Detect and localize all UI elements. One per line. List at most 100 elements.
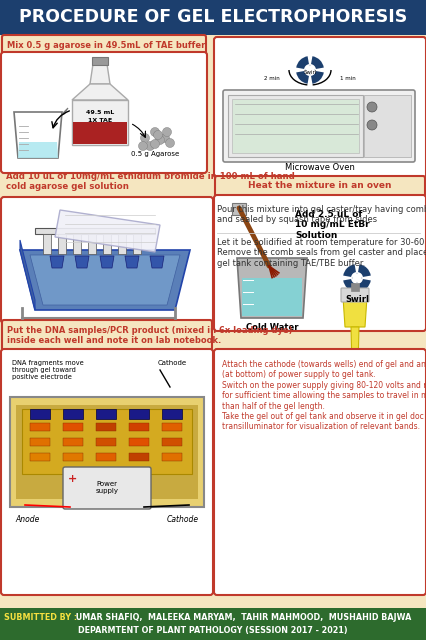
Wedge shape (303, 70, 309, 76)
Text: Microwave Oven: Microwave Oven (285, 163, 354, 172)
Circle shape (150, 127, 159, 136)
FancyBboxPatch shape (222, 90, 414, 162)
Circle shape (140, 134, 149, 143)
Polygon shape (150, 256, 164, 268)
Text: UMAR SHAFIQ,  MALEEKA MARYAM,  TAHIR MAHMOOD,  MUSHAHID BAJWA: UMAR SHAFIQ, MALEEKA MARYAM, TAHIR MAHMO… (73, 612, 410, 621)
Circle shape (366, 120, 376, 130)
Polygon shape (75, 256, 89, 268)
FancyBboxPatch shape (129, 409, 149, 419)
FancyBboxPatch shape (88, 234, 96, 254)
Polygon shape (125, 256, 139, 268)
Wedge shape (296, 70, 309, 84)
FancyBboxPatch shape (129, 423, 149, 431)
FancyBboxPatch shape (213, 195, 425, 331)
Text: Power
supply: Power supply (95, 481, 118, 495)
Wedge shape (309, 70, 323, 84)
Polygon shape (55, 210, 160, 252)
FancyBboxPatch shape (0, 0, 426, 35)
Text: Heat the mixture in an oven: Heat the mixture in an oven (248, 182, 391, 191)
FancyBboxPatch shape (129, 453, 149, 461)
Polygon shape (242, 278, 301, 316)
FancyBboxPatch shape (73, 234, 81, 254)
Text: DEPARMTENT OF PLANT PATHOLOGY (SESSION 2017 - 2021): DEPARMTENT OF PLANT PATHOLOGY (SESSION 2… (78, 625, 347, 634)
Text: 2 min: 2 min (264, 76, 279, 81)
FancyBboxPatch shape (350, 283, 358, 291)
Text: PROCEDURE OF GEL ELECTROPHORESIS: PROCEDURE OF GEL ELECTROPHORESIS (19, 8, 406, 26)
Circle shape (153, 131, 162, 140)
FancyBboxPatch shape (30, 409, 50, 419)
Text: Swirl: Swirl (344, 296, 368, 305)
FancyBboxPatch shape (22, 409, 192, 474)
Text: 0.5 g Agarose: 0.5 g Agarose (130, 151, 178, 157)
Wedge shape (343, 278, 356, 292)
Circle shape (352, 274, 360, 282)
FancyBboxPatch shape (161, 409, 181, 419)
Circle shape (305, 66, 313, 74)
Text: Mix 0.5 g agarose in 49.5mL of TAE buffer: Mix 0.5 g agarose in 49.5mL of TAE buffe… (7, 40, 205, 49)
FancyBboxPatch shape (103, 234, 111, 254)
Wedge shape (356, 278, 362, 284)
FancyBboxPatch shape (215, 176, 424, 196)
Circle shape (145, 141, 154, 150)
FancyBboxPatch shape (1, 349, 213, 595)
Text: DNA fragments move
through gel toward
positive electrode: DNA fragments move through gel toward po… (12, 360, 83, 380)
FancyBboxPatch shape (63, 423, 83, 431)
FancyBboxPatch shape (63, 453, 83, 461)
FancyBboxPatch shape (2, 35, 205, 55)
FancyBboxPatch shape (227, 95, 362, 157)
FancyBboxPatch shape (96, 409, 116, 419)
FancyBboxPatch shape (1, 52, 207, 173)
FancyBboxPatch shape (1, 197, 213, 323)
Polygon shape (30, 255, 180, 305)
Wedge shape (350, 278, 356, 284)
FancyBboxPatch shape (92, 57, 108, 65)
Polygon shape (18, 142, 58, 158)
FancyBboxPatch shape (231, 203, 245, 215)
FancyBboxPatch shape (213, 37, 425, 178)
Polygon shape (14, 112, 62, 158)
FancyBboxPatch shape (363, 95, 410, 157)
FancyBboxPatch shape (0, 608, 426, 640)
FancyBboxPatch shape (58, 234, 66, 254)
Wedge shape (356, 278, 370, 292)
Text: Let it be solidified at room temperature for 30-60 minutes
Remove the comb seals: Let it be solidified at room temperature… (216, 238, 426, 268)
FancyBboxPatch shape (30, 423, 50, 431)
FancyBboxPatch shape (96, 453, 116, 461)
Text: 49.5 mL: 49.5 mL (86, 109, 114, 115)
Text: Anode: Anode (15, 515, 39, 524)
FancyBboxPatch shape (30, 438, 50, 446)
FancyBboxPatch shape (118, 234, 126, 254)
Circle shape (155, 136, 164, 145)
Polygon shape (236, 258, 306, 318)
FancyBboxPatch shape (340, 288, 368, 302)
Polygon shape (90, 64, 110, 84)
FancyBboxPatch shape (35, 228, 155, 234)
Polygon shape (20, 250, 190, 310)
FancyBboxPatch shape (96, 423, 116, 431)
Circle shape (138, 141, 147, 150)
Polygon shape (351, 367, 357, 387)
FancyBboxPatch shape (2, 320, 211, 350)
Polygon shape (73, 122, 127, 144)
Polygon shape (20, 240, 35, 310)
FancyBboxPatch shape (63, 467, 151, 509)
Circle shape (366, 102, 376, 112)
Wedge shape (356, 264, 370, 278)
Circle shape (165, 138, 174, 147)
Wedge shape (296, 56, 309, 70)
Text: Pour this mixture into gel caster/tray having comb
and sealed by squash tape fro: Pour this mixture into gel caster/tray h… (216, 205, 426, 225)
FancyBboxPatch shape (72, 100, 128, 145)
Wedge shape (309, 70, 315, 76)
FancyBboxPatch shape (96, 438, 116, 446)
Text: Add 2.5 uL of
10 mg/mL EtBr
Solution: Add 2.5 uL of 10 mg/mL EtBr Solution (294, 210, 369, 240)
Circle shape (162, 127, 171, 136)
FancyBboxPatch shape (213, 349, 425, 595)
Wedge shape (303, 64, 309, 70)
Text: Put the DNA samples/PCR product (mixed in 6x loading dye)
inside each well and n: Put the DNA samples/PCR product (mixed i… (7, 326, 292, 346)
Polygon shape (16, 405, 198, 499)
FancyBboxPatch shape (63, 438, 83, 446)
Circle shape (160, 134, 169, 143)
Circle shape (150, 140, 159, 148)
Text: Cathode: Cathode (167, 515, 199, 524)
FancyBboxPatch shape (161, 453, 181, 461)
